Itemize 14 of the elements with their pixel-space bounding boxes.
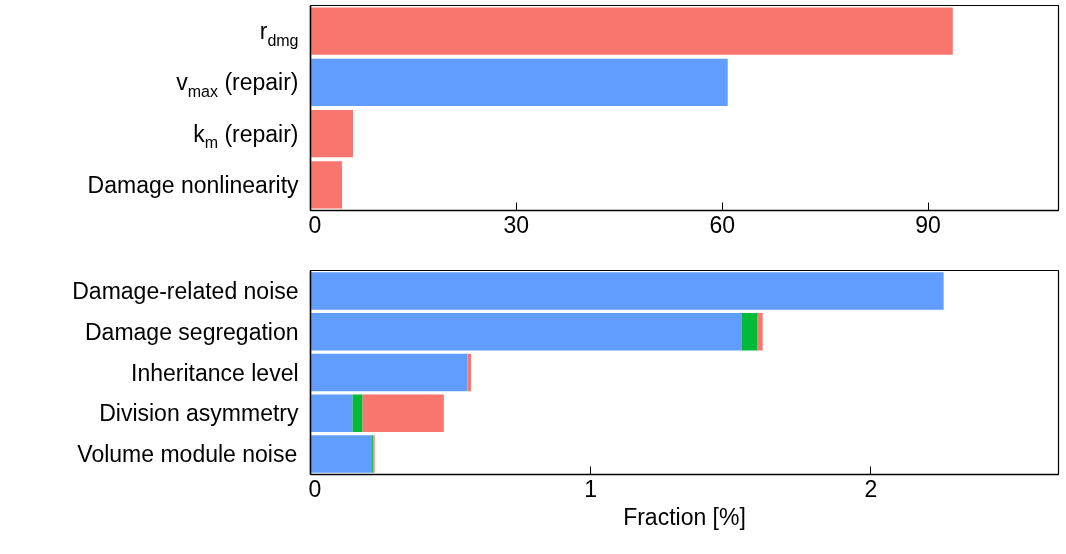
x-tick-label: 2 — [864, 475, 878, 502]
x-tick-label: 1 — [584, 475, 598, 502]
y-tick-label: Inheritance level — [131, 359, 299, 386]
x-tick-label: 0 — [308, 211, 322, 238]
x-tick-label: 60 — [709, 211, 736, 238]
x-axis-title: Fraction [%] — [623, 503, 746, 530]
x-tick-label: 90 — [915, 211, 941, 238]
x-tick-label: 0 — [308, 475, 322, 502]
x-tick-label: 30 — [503, 211, 530, 238]
y-tick-label: Damage segregation — [85, 318, 299, 345]
y-tick-label: Division asymmetry — [99, 400, 300, 427]
y-tick-label: Damage nonlinearity — [87, 171, 300, 198]
y-tick-label: Damage-related noise — [72, 277, 299, 304]
y-tick-label: Volume module noise — [77, 441, 298, 468]
